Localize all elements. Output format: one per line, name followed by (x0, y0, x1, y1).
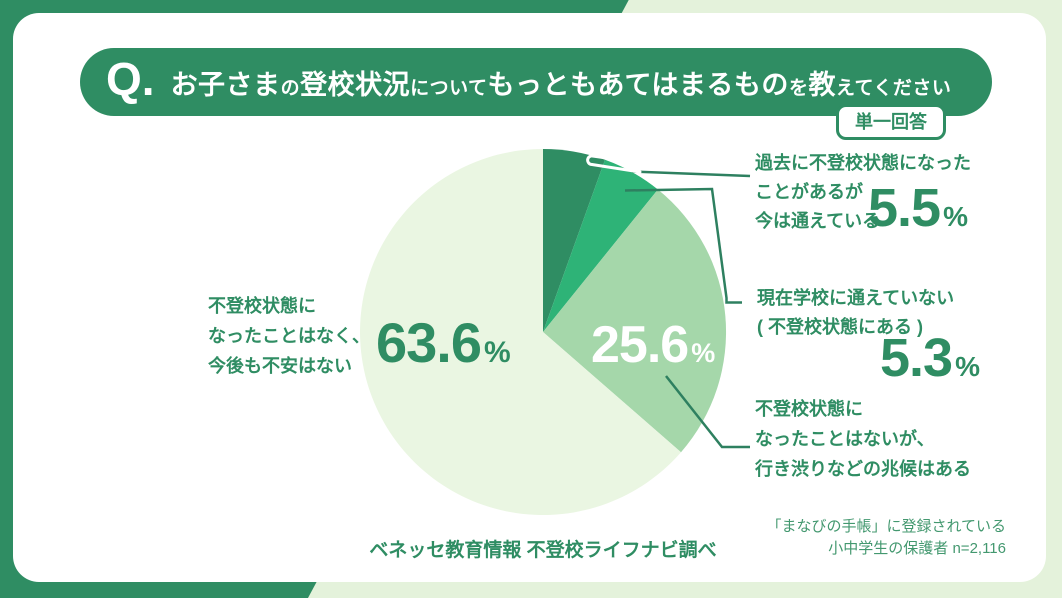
value-warning-signs: 25.6 % (591, 319, 715, 371)
question-title-segment: もっともあてはまるもの (487, 69, 789, 100)
callout-line: 現在学校に通えていない (757, 288, 955, 308)
callout-line: 不登校状態に (208, 296, 316, 316)
callout-line: 行き渋りなどの兆候はある (755, 459, 971, 479)
leader-lines-group (624, 170, 751, 449)
question-title-segment: えてください (835, 77, 952, 99)
percent-sign: % (955, 351, 980, 382)
value-digits: 63.6 (376, 311, 482, 374)
percent-sign: % (691, 338, 716, 368)
callout-line: ( 不登校状態にある ) (757, 317, 923, 337)
question-title-segment: の (280, 77, 301, 99)
pie-slice (543, 189, 727, 453)
leader-line-signs (665, 375, 750, 449)
sample-note-line: 小中学生の保護者 n=2,116 (828, 540, 1006, 557)
value-past-recovered: 5.5 % (868, 181, 968, 235)
value-currently-absent: 5.3 % (880, 331, 980, 385)
sample-note-line: 「まなびの手帳」に登録されている (766, 518, 1006, 535)
value-digits: 5.3 (880, 328, 953, 388)
sample-note: 「まなびの手帳」に登録されている 小中学生の保護者 n=2,116 (766, 516, 1006, 560)
question-title-segment: 教 (808, 69, 836, 100)
leader-line-current (624, 187, 742, 304)
percent-sign: % (943, 201, 968, 232)
pie-slice (360, 149, 681, 515)
callout-line: なったことはなく、 (208, 326, 370, 346)
callout-line: ことがあるが (755, 182, 863, 202)
callout-currently-absent: 現在学校に通えていない ( 不登校状態にある ) (757, 284, 954, 342)
callout-line: 今は通えている (755, 211, 881, 231)
question-mark-label: Q. (106, 53, 155, 105)
value-digits: 5.5 (868, 178, 941, 238)
callout-line: なったことはないが、 (755, 429, 935, 449)
callout-never-no-worry: 不登校状態に なったことはなく、 今後も不安はない (208, 291, 370, 381)
question-title: お子さまの登校状況 について もっともあてはまるものを教えてください (171, 63, 952, 102)
leader-hairpin-past (586, 154, 642, 174)
pie-slices-group (360, 148, 727, 515)
callout-line: 過去に不登校状態になった (755, 153, 971, 173)
callout-warning-signs: 不登校状態に なったことはないが、 行き渋りなどの兆候はある (755, 394, 971, 484)
leader-line-past (631, 170, 751, 178)
question-title-segment: お子さま (170, 69, 281, 100)
single-answer-badge: 単一回答 (836, 104, 946, 141)
survey-source: ベネッセ教育情報 不登校ライフナビ調べ (369, 540, 717, 561)
callout-past-recovered: 過去に不登校状態になった ことがあるが 今は通えている (755, 149, 971, 236)
callout-line: 今後も不安はない (208, 356, 352, 376)
value-digits: 25.6 (591, 316, 689, 374)
pie-slice (543, 148, 605, 332)
percent-sign: % (484, 336, 511, 369)
question-title-segment: 登校状況 (300, 69, 411, 100)
callout-line: 不登校状態に (755, 399, 863, 419)
question-title-segment: について (410, 77, 488, 99)
value-never-no-worry: 63.6 % (376, 315, 511, 371)
question-title-segment: を (788, 77, 809, 99)
pie-slice (543, 159, 658, 332)
